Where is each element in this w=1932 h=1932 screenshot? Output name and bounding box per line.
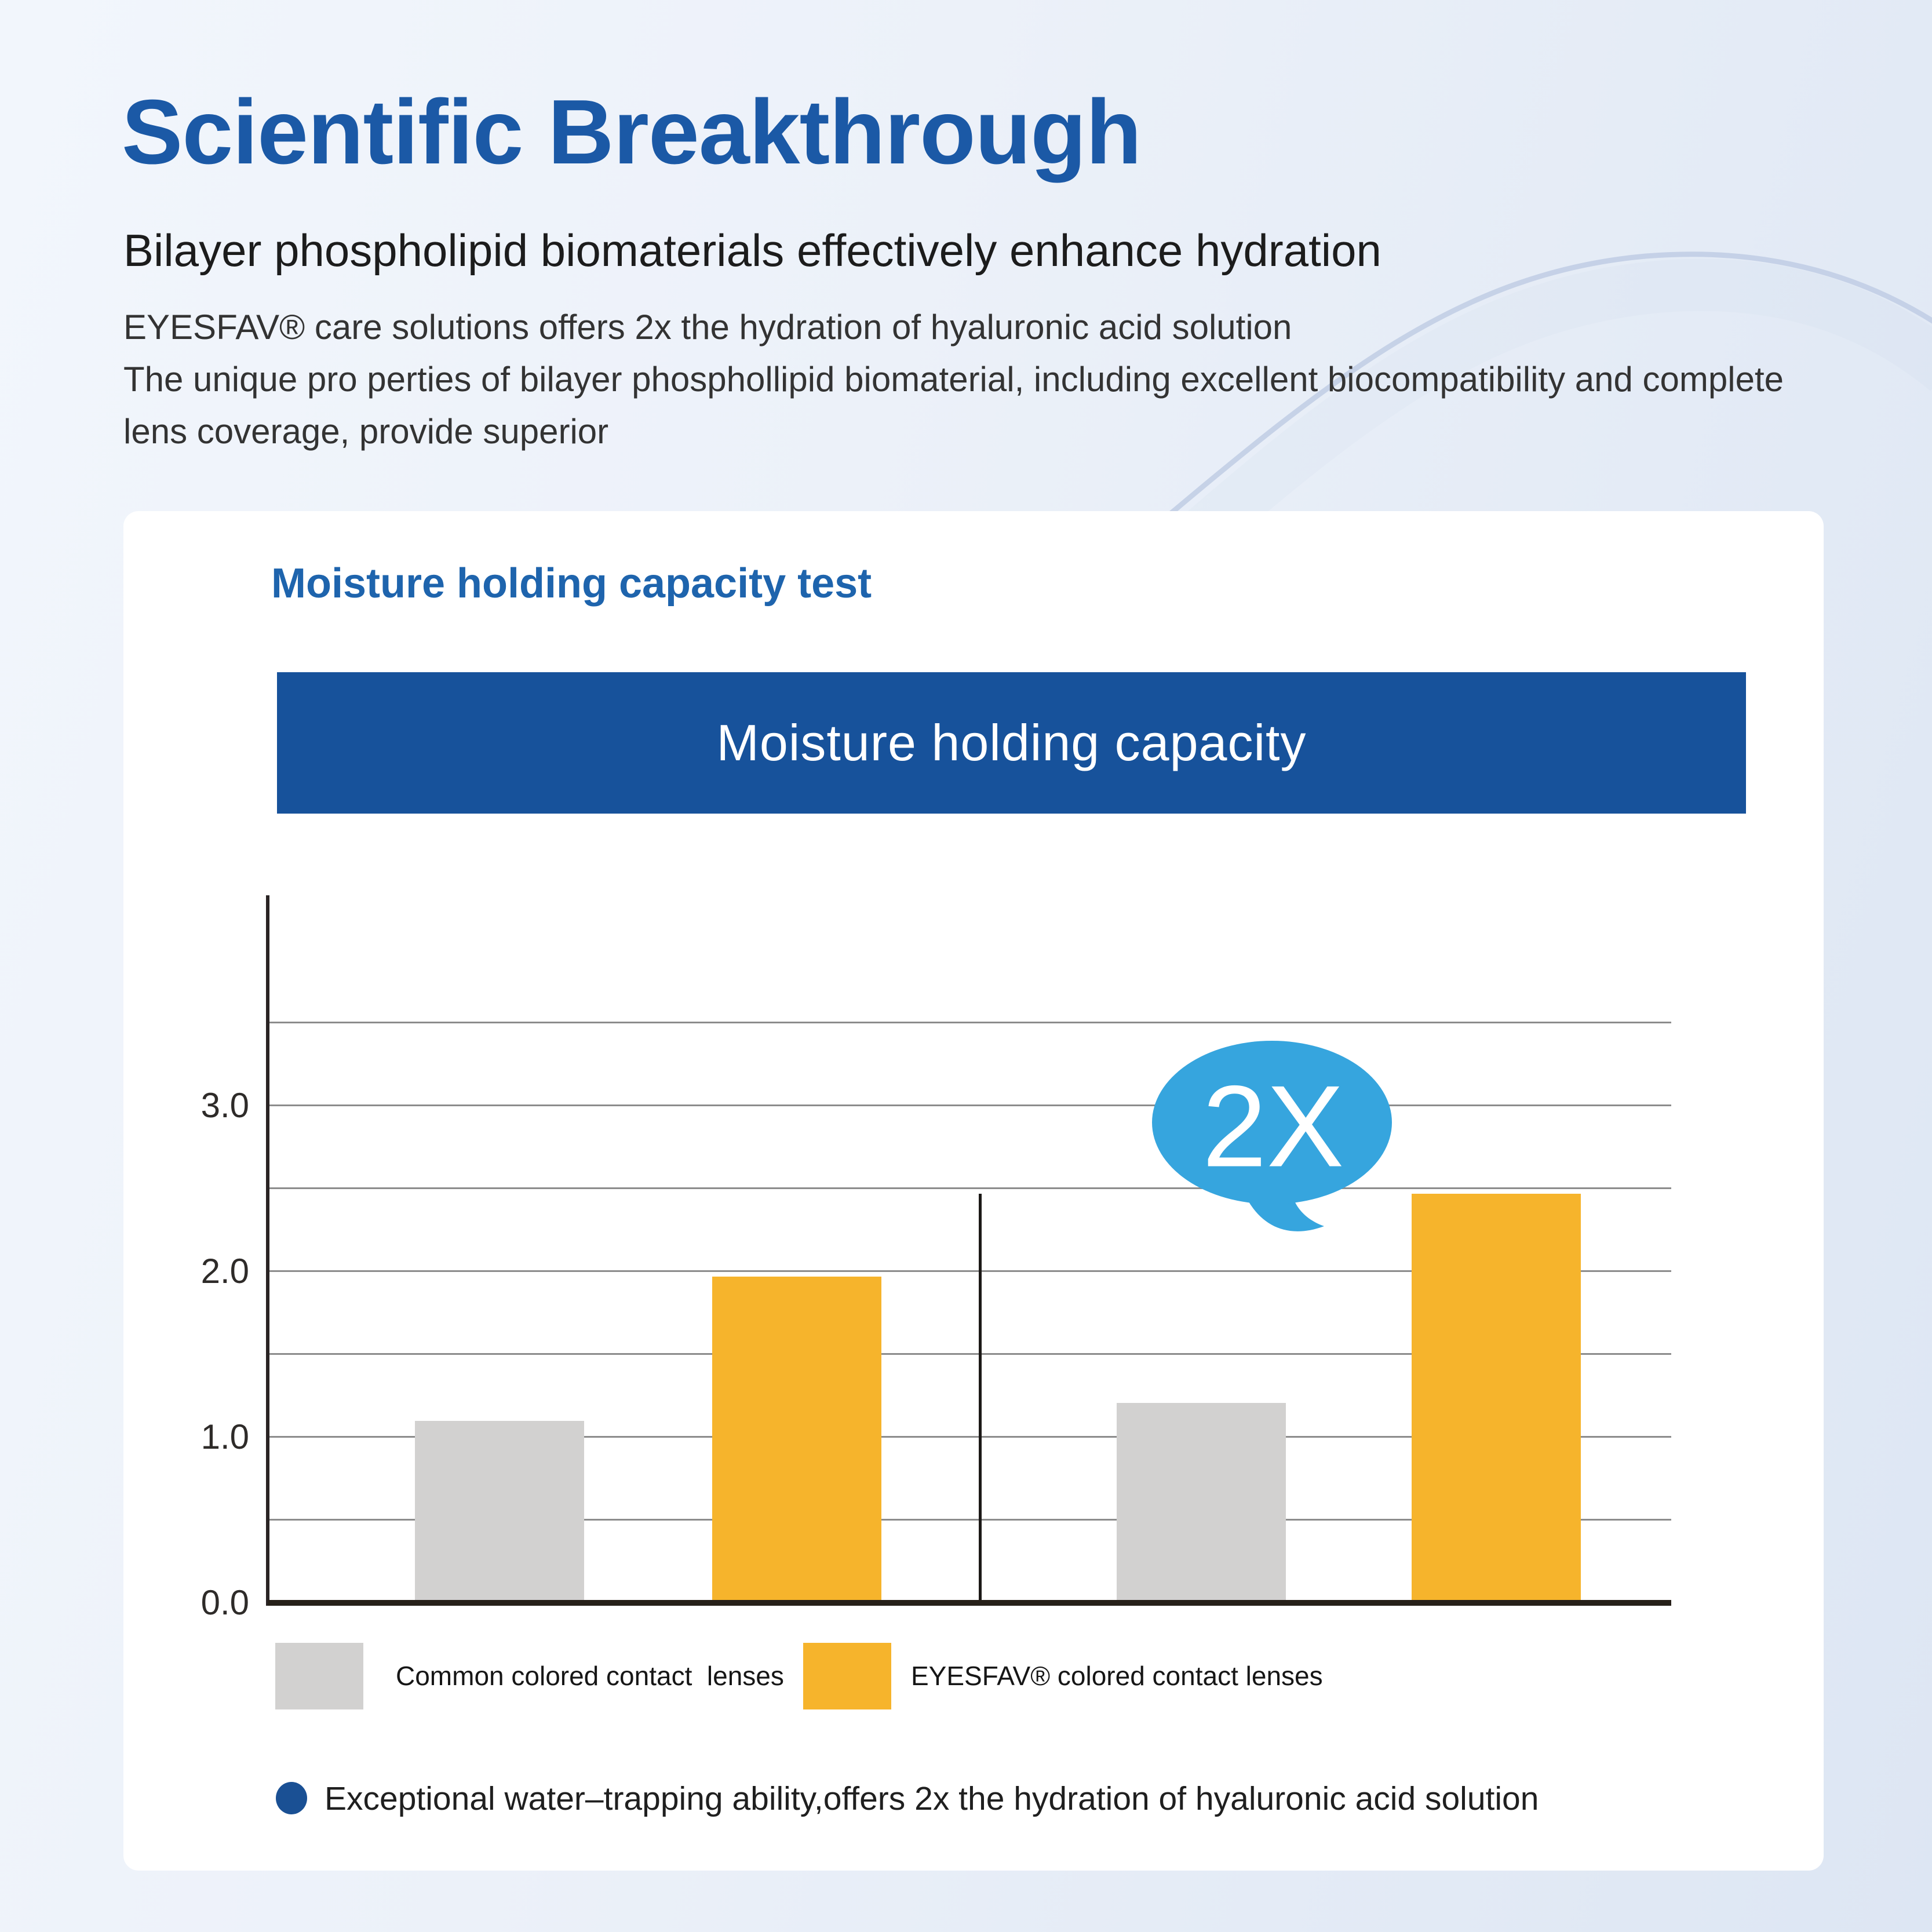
bubble-body bbox=[1152, 1041, 1392, 1204]
y-axis-line bbox=[266, 895, 269, 1606]
gridline bbox=[268, 1436, 1671, 1438]
2x-callout-bubble: 2X bbox=[1152, 1041, 1392, 1231]
bar-group1-eyesfav bbox=[712, 1277, 881, 1600]
bar-group2-eyesfav bbox=[1412, 1194, 1581, 1600]
page-subtitle: Bilayer phospholipid biomaterials effect… bbox=[123, 225, 1381, 276]
gridline bbox=[268, 1022, 1671, 1023]
chart-card-heading: Moisture holding capacity test bbox=[271, 560, 872, 607]
gridline bbox=[268, 1104, 1671, 1106]
intro-line-2: The unique pro perties of bilayer phosph… bbox=[123, 360, 1784, 399]
legend-label-common: Common colored contact lenses bbox=[396, 1661, 784, 1691]
legend-swatch-common bbox=[275, 1643, 363, 1709]
chart-title: Moisture holding capacity bbox=[716, 714, 1307, 771]
y-tick-label: 1.0 bbox=[201, 1417, 249, 1456]
intro-line-3: lens coverage, provide superior bbox=[123, 412, 609, 451]
x-axis-line bbox=[268, 1600, 1671, 1606]
chart-card: Moisture holding capacity test Moisture … bbox=[123, 511, 1824, 1871]
gridline bbox=[268, 1519, 1671, 1521]
gridline bbox=[268, 1187, 1671, 1189]
gridline bbox=[268, 1353, 1671, 1355]
note-text: Exceptional water–trapping ability,offer… bbox=[325, 1780, 1539, 1817]
bar-group2-common bbox=[1117, 1403, 1286, 1600]
bar-group1-common bbox=[415, 1421, 584, 1600]
y-tick-label: 3.0 bbox=[201, 1086, 249, 1125]
legend-label-eyesfav: EYESFAV® colored contact lenses bbox=[911, 1661, 1323, 1691]
bullet-dot-icon bbox=[276, 1782, 307, 1814]
page-title: Scientific Breakthrough bbox=[122, 81, 1142, 183]
intro-paragraph: EYESFAV® care solutions offers 2x the hy… bbox=[123, 301, 1862, 458]
bubble-label: 2X bbox=[1202, 1062, 1344, 1191]
y-tick-label: 2.0 bbox=[201, 1252, 249, 1291]
legend-swatch-eyesfav bbox=[803, 1643, 891, 1709]
y-tick-label: 0.0 bbox=[201, 1583, 249, 1622]
chart-title-banner: Moisture holding capacity bbox=[277, 672, 1746, 814]
intro-line-1: EYESFAV® care solutions offers 2x the hy… bbox=[123, 308, 1292, 347]
gridline bbox=[268, 1270, 1671, 1272]
bar-chart: 2X 0.0 1.0 2.0 3.0 bbox=[123, 511, 1824, 1871]
group-separator-line bbox=[979, 1194, 982, 1600]
